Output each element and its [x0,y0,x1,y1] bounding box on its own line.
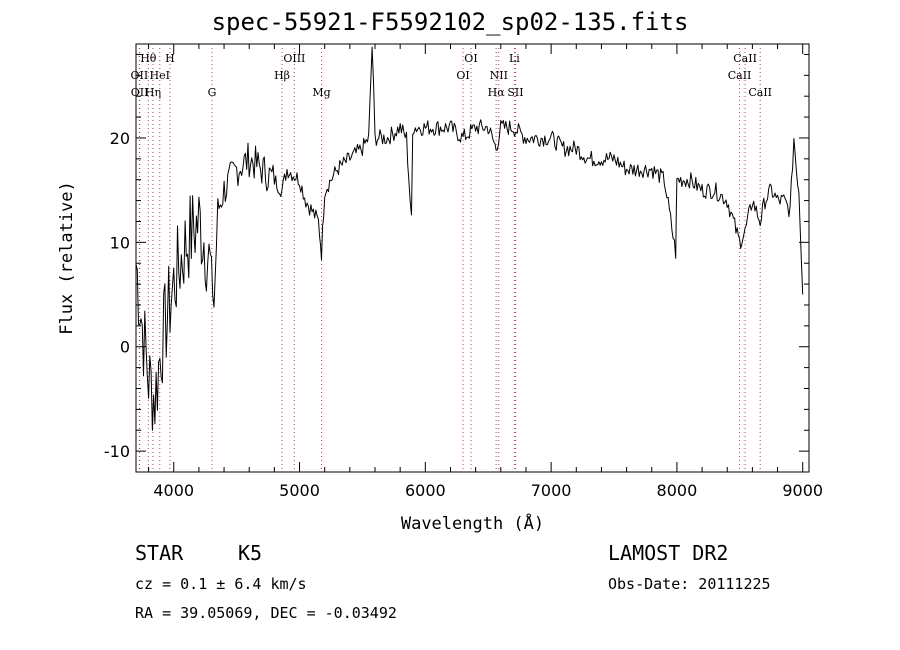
sky-coordinates: RA = 39.05069, DEC = -0.03492 [135,604,397,622]
chart-title: spec-55921-F5592102_sp02-135.fits [211,8,689,36]
line-marker-label: Hθ [140,52,157,65]
line-marker-label: OI [456,69,469,82]
line-marker-label: CaII [733,52,757,65]
line-marker-label: Hη [145,86,161,99]
x-tick-label: 7000 [531,481,572,500]
line-marker-label: Mg [312,86,330,99]
y-tick-label: 0 [120,338,130,357]
object-subclass: K5 [238,541,263,565]
line-marker-label: HeI [150,69,170,82]
x-tick-label: 5000 [279,481,320,500]
line-marker-label: G [208,86,217,99]
line-marker-label: OI [464,52,477,65]
line-marker-label: Hβ [274,69,290,82]
redshift-cz: cz = 0.1 ± 6.4 km/s [135,575,307,593]
spectrum-series-line [135,46,804,431]
x-axis-label: Wavelength (Å) [401,512,544,534]
line-marker-label: SII [507,86,523,99]
line-marker-label: Li [509,52,520,65]
line-marker-label: CaII [748,86,772,99]
line-marker-label: H [165,52,175,65]
line-marker-label: OII [131,86,149,99]
line-marker-label: NII [490,69,508,82]
y-tick-label: 20 [110,129,130,148]
x-tick-label: 9000 [782,481,823,500]
series-layer [135,46,804,431]
x-tick-label: 8000 [657,481,698,500]
axes-layer: 4000 5000 6000 7000 8000 9000 -10 0 10 20 [104,44,823,500]
plot-frame [135,43,810,473]
x-tick-label: 6000 [405,481,446,500]
line-marker-label: Hα [488,86,506,99]
x-tick-label: 4000 [153,481,194,500]
line-marker-label: CaII [728,69,752,82]
y-tick-label: -10 [104,442,130,461]
y-tick-label: 10 [110,233,130,252]
y-axis-label: Flux (relative) [57,181,77,335]
observation-date: Obs-Date: 20111225 [608,575,771,593]
object-class: STAR [135,541,184,565]
survey-label: LAMOST DR2 [608,541,729,565]
line-marker-label: OIII [283,52,305,65]
